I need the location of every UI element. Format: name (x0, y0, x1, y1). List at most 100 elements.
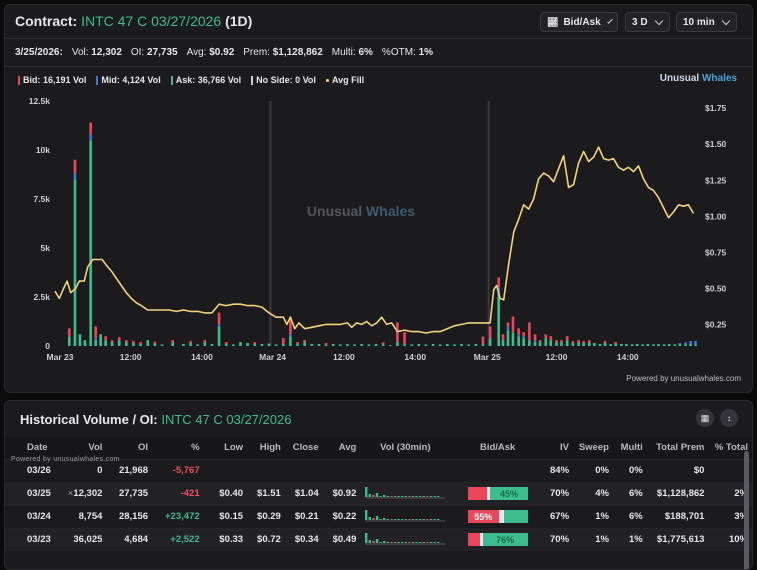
volume-bar (565, 336, 569, 341)
table-row[interactable]: 03/24 8,754 28,156 +23,472 $0.15 $0.29 $0.21 $0… (5, 504, 752, 528)
legend-mid-label: Mid: 4,124 Vol (101, 75, 161, 85)
column-header[interactable]: IV (545, 437, 574, 459)
volume-bar (544, 334, 548, 339)
volume-bar (388, 345, 392, 346)
spark-bar (412, 542, 415, 544)
cell-pct: 2% (708, 481, 752, 505)
volume-bar (346, 344, 349, 346)
volume-price-chart: Unusual Whales 0 2.5k 5k 7.5k 10k 12.5k $0.25 $0… (29, 96, 727, 362)
volume-bar (577, 340, 580, 343)
watermark: Unusual Whales (307, 203, 415, 219)
bar-segment-ask: 45% (490, 487, 528, 500)
stat-avg: $0.92 (209, 47, 235, 58)
table-row[interactable]: 03/26 0 21,968 -5,767 84% 0% 0% $0 (5, 458, 752, 482)
cell-close: $1.04 (284, 481, 323, 505)
column-header[interactable]: OI (106, 437, 153, 459)
volume-bar (182, 344, 185, 346)
cell-date: 03/25 (5, 481, 55, 505)
contract-label: Contract: (15, 13, 78, 29)
spark-bar (426, 519, 429, 520)
volume-bar (684, 344, 687, 346)
cell-pct: 10% (708, 527, 752, 551)
x-tick: Mar 23 (47, 352, 74, 362)
cell-iv: 70% (545, 481, 574, 505)
volume-bar (189, 343, 192, 346)
volume-bar (528, 340, 531, 346)
cell-iv: 67% (545, 504, 574, 528)
legend-bid[interactable]: Bid: 16,191 Vol (18, 75, 86, 85)
volume-bar (522, 336, 525, 339)
volume-bar (533, 342, 537, 346)
spark-bar (365, 487, 368, 497)
volume-bar (381, 342, 385, 345)
spark-bar (365, 510, 368, 520)
history-panel: Historical Volume / OI: INTC 47 C 03/27/… (4, 400, 753, 570)
cell-vol: 8,754 (54, 504, 107, 528)
column-header[interactable]: Vol (54, 437, 107, 459)
volume-bar (289, 336, 292, 346)
volume-bar (689, 344, 692, 346)
column-header[interactable]: Date (5, 437, 55, 459)
volume-bar (620, 344, 623, 346)
scrollbar[interactable] (744, 451, 749, 569)
brand-logo[interactable]: Unusual Whales (660, 73, 737, 84)
spark-bar (383, 541, 386, 544)
column-header[interactable]: High (247, 437, 285, 459)
spark-bar (426, 542, 429, 544)
cell-multi: 0% (612, 458, 647, 482)
column-header[interactable]: Sweep (573, 437, 613, 459)
sort-icon[interactable]: ↕ (720, 409, 738, 427)
column-header[interactable]: Avg (322, 437, 361, 459)
spark-bar (379, 542, 383, 544)
volume-bar (446, 344, 449, 346)
table-row[interactable]: 03/23 36,025 4,684 +2,522 $0.33 $0.72 $0.34 $0.… (5, 527, 752, 551)
stat-label: Avg: (186, 47, 207, 58)
cell-prem: $188,701 (646, 504, 709, 528)
cell-close (284, 458, 323, 482)
column-header[interactable]: Bid/Ask (450, 437, 546, 459)
volume-bar (139, 344, 142, 346)
volume-bar (528, 322, 531, 341)
volume-bar (83, 340, 87, 346)
volume-bar (555, 342, 558, 346)
volume-bar (646, 344, 650, 346)
volume-bar (517, 334, 520, 337)
cell-date: 03/26 (5, 458, 55, 482)
column-header[interactable]: Multi (612, 437, 647, 459)
column-header[interactable]: Close (284, 437, 323, 459)
cell-oi: 28,156 (106, 504, 153, 528)
volume-bar (67, 328, 71, 337)
volume-bar (694, 345, 697, 346)
column-header[interactable]: % (152, 437, 204, 459)
column-header[interactable]: Vol (30min) (360, 437, 451, 459)
range-select[interactable]: 3 D (625, 12, 670, 32)
spark-bar (401, 542, 404, 544)
legend-mid[interactable]: Mid: 4,124 Vol (96, 75, 161, 85)
cell-low: $0.15 (203, 504, 248, 528)
volume-bar (203, 342, 207, 346)
column-header[interactable]: % Total (708, 437, 752, 459)
volume-bar (367, 344, 371, 346)
spark-bar (412, 496, 415, 497)
mode-select[interactable]: 📈︎ Bid/Ask (540, 12, 618, 32)
table-row[interactable]: 03/25 ×12,302 27,735 -421 $0.40 $1.51 $1.04 $0.… (5, 481, 752, 505)
volume-bar (549, 340, 553, 346)
calculator-icon[interactable]: ▦ (696, 409, 714, 427)
interval-select[interactable]: 10 min (676, 12, 737, 32)
volume-bar (635, 344, 639, 346)
volume-bar (403, 344, 406, 346)
volume-bar (424, 344, 428, 346)
noside-swatch (251, 75, 254, 85)
spark-bar (422, 519, 426, 520)
cell-spark (360, 481, 451, 505)
mid-swatch (96, 75, 99, 85)
legend-noside[interactable]: No Side: 0 Vol (251, 75, 316, 85)
legend-ask[interactable]: Ask: 36,766 Vol (170, 75, 241, 85)
y-right-tick: $0.50 (705, 283, 727, 293)
legend-avgfill[interactable]: Avg Fill (325, 75, 364, 85)
spark-bar (419, 542, 422, 544)
cell-iv: 84% (545, 458, 574, 482)
column-header[interactable]: Low (203, 437, 248, 459)
column-header[interactable]: Total Prem (646, 437, 709, 459)
y-left-tick: 2.5k (33, 292, 50, 302)
